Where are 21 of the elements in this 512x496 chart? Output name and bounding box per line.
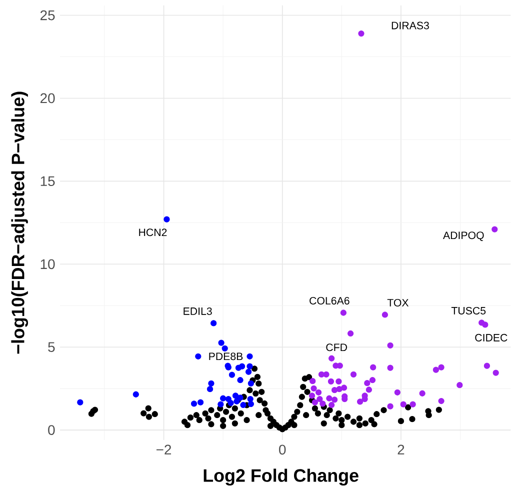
annotation: TOX xyxy=(387,298,409,307)
y-tick-label: 5 xyxy=(48,342,55,352)
x-tick-label: 2 xyxy=(398,444,404,454)
annotation: DIRAS3 xyxy=(392,22,429,30)
y-tick-label: 20 xyxy=(40,93,55,104)
y-axis-title: −log10(FDR−adjusted P−value) xyxy=(11,92,28,354)
x-axis-title: Log2 Fold Change xyxy=(204,468,358,486)
y-tick-label: 15 xyxy=(40,176,55,186)
annotation: TUSC5 xyxy=(451,306,486,314)
annotation: HCN2 xyxy=(139,228,167,236)
x-tick-label: 0 xyxy=(279,444,286,455)
annotation: PDE8B xyxy=(209,352,243,360)
annotation: COL6A6 xyxy=(310,296,350,305)
annotation: EDIL3 xyxy=(184,307,212,315)
annotation: ADIPOQ xyxy=(443,232,484,242)
y-tick-label: 25 xyxy=(40,10,55,20)
y-tick-label: 10 xyxy=(40,259,55,270)
annotation: CFD xyxy=(326,344,347,352)
x-tick-label: −2 xyxy=(156,444,172,454)
annotation: CIDEC xyxy=(475,334,508,342)
y-tick-label: 0 xyxy=(48,425,55,435)
